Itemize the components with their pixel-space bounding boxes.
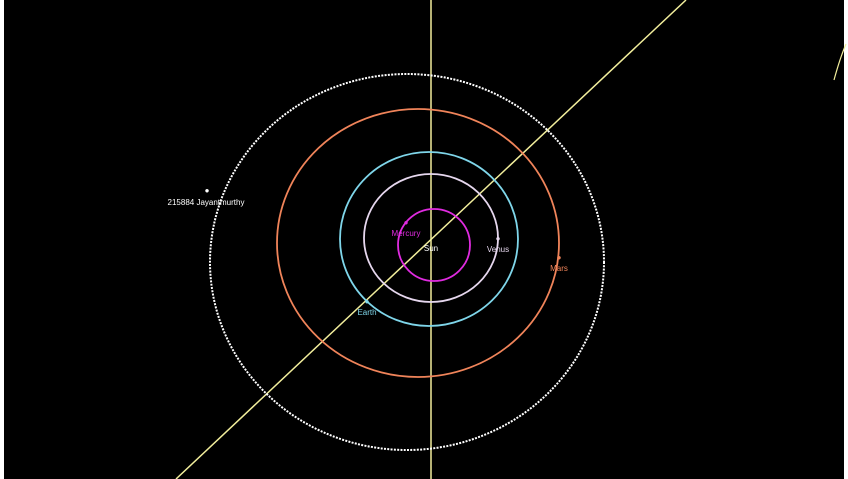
space-background <box>4 0 844 479</box>
earth-body-icon[interactable]: ● <box>365 297 370 306</box>
venus-label: Venus <box>487 245 509 254</box>
asteroid-orbit <box>209 73 605 451</box>
diagonal-reference-line <box>175 0 687 479</box>
mercury-label: Mercury <box>392 229 421 238</box>
mars-body-icon[interactable]: ● <box>557 253 562 262</box>
mercury-body-icon[interactable]: ● <box>404 218 409 227</box>
earth-orbit <box>339 151 519 327</box>
sun-label: Sun <box>424 244 438 253</box>
mercury-orbit <box>397 208 471 282</box>
asteroid-label: 215884 Jayantmurthy <box>168 198 245 207</box>
outer-orbit-arc <box>833 43 847 81</box>
earth-label: Earth <box>357 308 376 317</box>
mars-orbit <box>276 108 560 378</box>
venus-orbit <box>363 173 499 303</box>
asteroid-body-icon[interactable]: ● <box>205 186 210 195</box>
mars-label: Mars <box>550 264 568 273</box>
venus-body-icon[interactable]: ● <box>496 234 501 243</box>
